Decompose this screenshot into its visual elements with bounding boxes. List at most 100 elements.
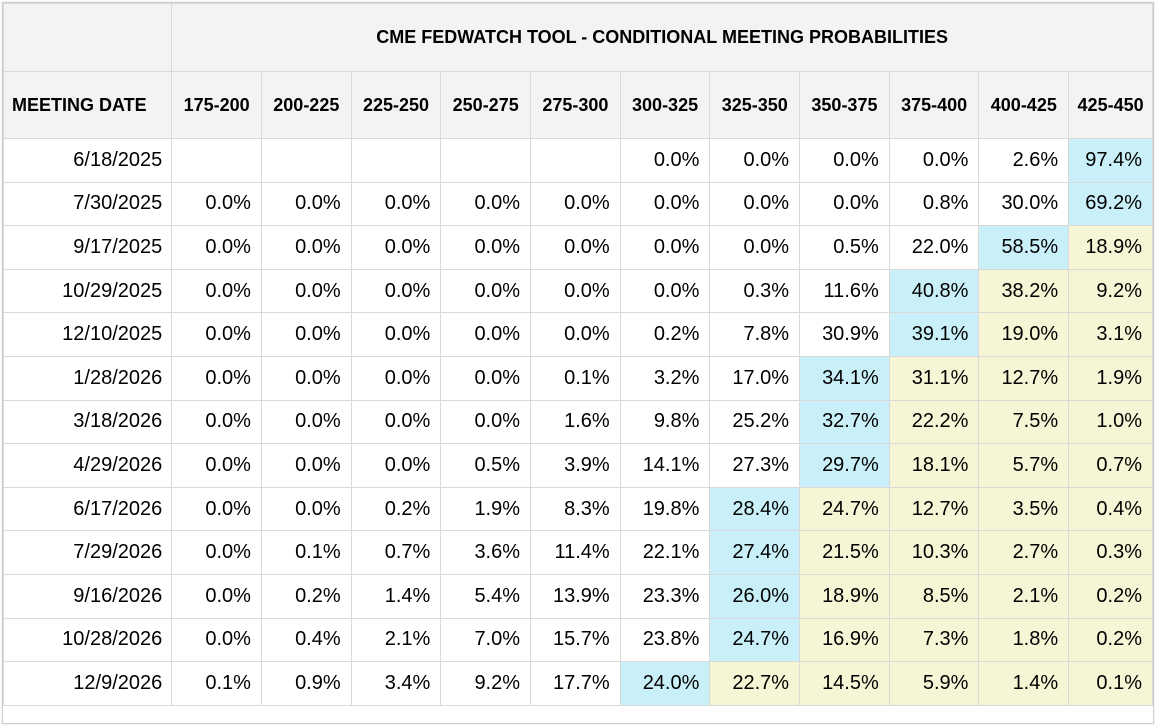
probability-cell: 38.2% [978, 268, 1070, 314]
probability-cell: 0.3% [709, 268, 801, 314]
probability-cell: 0.0% [440, 312, 532, 357]
probability-cell: 2.7% [978, 530, 1070, 575]
meeting-date-cell: 10/29/2025 [2, 268, 173, 314]
rate-range-header: 325-350 [709, 71, 801, 139]
probability-cell: 0.2% [619, 312, 711, 357]
probability-cell: 0.0% [260, 268, 352, 314]
probability-cell: 0.0% [619, 268, 711, 314]
table-row: 7/29/2026 0.0% 0.1% 0.7% 3.6% 11.4% 22.1% 27.4%… [2, 530, 1153, 575]
probability-cell: 0.0% [171, 225, 262, 270]
probability-cell: 0.0% [260, 181, 352, 227]
probability-cell: 0.0% [350, 268, 442, 314]
probability-cell: 7.3% [888, 617, 980, 663]
probability-cell: 0.7% [350, 530, 442, 575]
probability-cell: 58.5% [978, 225, 1070, 270]
probability-cell: 0.0% [171, 530, 262, 575]
probability-cell: 0.0% [888, 138, 980, 183]
probability-cell: 24.7% [709, 617, 801, 663]
table-row: 12/10/2025 0.0% 0.0% 0.0% 0.0% 0.0% 0.2% 7.8% 30… [2, 312, 1153, 357]
probability-cell: 0.0% [350, 312, 442, 357]
probability-cell: 8.5% [888, 573, 980, 619]
probability-cell [530, 138, 621, 183]
probability-cell: 0.0% [171, 573, 262, 619]
probability-cell: 1.9% [1068, 355, 1153, 401]
table-row: 6/18/2025 0.0% 0.0% 0.0% 0.0% 2.6% 97.4% [2, 138, 1153, 183]
rate-range-header: 200-225 [260, 71, 352, 139]
probability-cell: 0.0% [171, 268, 262, 314]
probability-cell: 19.0% [978, 312, 1070, 357]
probability-cell: 3.5% [978, 486, 1070, 532]
probability-cell: 0.0% [530, 225, 621, 270]
probability-cell: 0.2% [260, 573, 352, 619]
probability-cell: 0.1% [530, 355, 621, 401]
probability-cell: 19.8% [619, 486, 711, 532]
probability-cell: 3.1% [1068, 312, 1153, 357]
rate-range-header: 425-450 [1068, 71, 1153, 139]
probability-cell: 26.0% [709, 573, 801, 619]
probability-cell: 97.4% [1068, 138, 1153, 183]
table-body: 6/18/2025 0.0% 0.0% 0.0% 0.0% 2.6% 97.4% 7/30/2… [2, 138, 1153, 706]
probability-cell [260, 138, 352, 183]
probability-cell: 5.9% [888, 661, 980, 706]
probability-cell: 0.0% [440, 225, 532, 270]
probability-cell: 11.4% [530, 530, 621, 575]
probability-cell: 0.0% [260, 355, 352, 401]
probability-cell: 12.7% [978, 355, 1070, 401]
probability-cell: 0.5% [799, 225, 890, 270]
probability-cell: 0.1% [260, 530, 352, 575]
meeting-date-cell: 3/18/2026 [2, 399, 173, 445]
rate-range-header: 225-250 [350, 71, 442, 139]
probability-cell: 3.9% [530, 443, 621, 488]
meeting-date-cell: 12/10/2025 [2, 312, 173, 357]
probability-cell: 0.5% [440, 443, 532, 488]
probability-cell: 0.7% [1068, 443, 1153, 488]
probability-cell: 1.0% [1068, 399, 1153, 445]
probability-cell: 1.6% [530, 399, 621, 445]
probability-cell: 28.4% [709, 486, 801, 532]
table-row: 10/28/2026 0.0% 0.4% 2.1% 7.0% 15.7% 23.8% 24.7… [2, 617, 1153, 663]
probability-cell [440, 138, 532, 183]
table-row: 9/17/2025 0.0% 0.0% 0.0% 0.0% 0.0% 0.0% 0.0% 0.5… [2, 225, 1153, 270]
meeting-date-cell: 10/28/2026 [2, 617, 173, 663]
header-row: MEETING DATE 175-200 200-225 225-250 250-27… [2, 71, 1153, 139]
probability-cell: 0.0% [709, 181, 801, 227]
meeting-date-cell: 7/29/2026 [2, 530, 173, 575]
probability-cell: 30.9% [799, 312, 890, 357]
probability-cell: 21.5% [799, 530, 890, 575]
rate-range-header: 375-400 [888, 71, 980, 139]
probability-cell: 0.0% [171, 443, 262, 488]
probability-cell: 0.0% [530, 268, 621, 314]
probability-cell: 2.1% [978, 573, 1070, 619]
probability-cell: 0.0% [619, 225, 711, 270]
table-row: 3/18/2026 0.0% 0.0% 0.0% 0.0% 1.6% 9.8% 25.2% 32… [2, 399, 1153, 445]
probability-cell: 0.0% [171, 181, 262, 227]
probability-cell: 0.0% [260, 225, 352, 270]
probability-cell: 18.1% [888, 443, 980, 488]
probability-cell: 9.2% [440, 661, 532, 706]
probability-cell: 2.1% [350, 617, 442, 663]
probability-cell: 0.0% [440, 268, 532, 314]
probability-cell: 0.0% [619, 181, 711, 227]
probability-cell: 3.6% [440, 530, 532, 575]
table-row: 12/9/2026 0.1% 0.9% 3.4% 9.2% 17.7% 24.0% 22.7%… [2, 661, 1153, 706]
probability-cell: 7.0% [440, 617, 532, 663]
probability-cell: 25.2% [709, 399, 801, 445]
corner-cell [2, 3, 173, 72]
probability-cell: 34.1% [799, 355, 890, 401]
probability-cell: 22.1% [619, 530, 711, 575]
table-row: 9/16/2026 0.0% 0.2% 1.4% 5.4% 13.9% 23.3% 26.0%… [2, 573, 1153, 619]
probability-cell: 18.9% [1068, 225, 1153, 270]
probability-cell: 10.3% [888, 530, 980, 575]
probability-cell: 0.0% [350, 399, 442, 445]
probability-cell: 0.0% [709, 138, 801, 183]
probability-cell: 0.0% [440, 355, 532, 401]
probability-cell: 0.4% [1068, 486, 1153, 532]
probability-cell: 23.3% [619, 573, 711, 619]
probability-cell: 0.3% [1068, 530, 1153, 575]
probability-cell: 0.0% [171, 486, 262, 532]
probability-cell: 0.4% [260, 617, 352, 663]
probability-cell: 0.9% [260, 661, 352, 706]
probability-cell: 27.3% [709, 443, 801, 488]
probability-cell: 0.0% [799, 181, 890, 227]
probability-cell: 1.4% [978, 661, 1070, 706]
